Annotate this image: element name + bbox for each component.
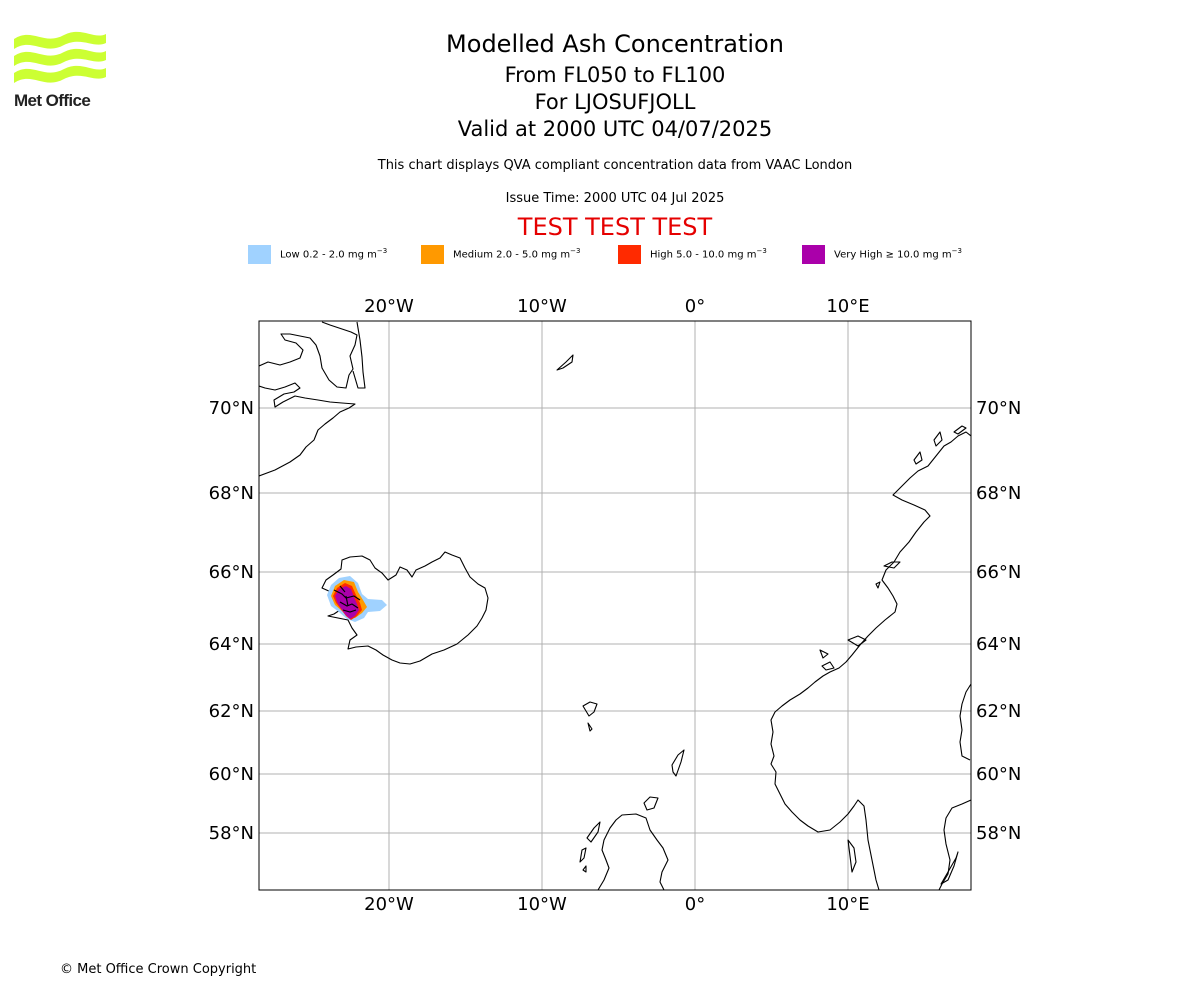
test-banner: TEST TEST TEST [517, 213, 713, 241]
logo-text: Met Office [14, 91, 91, 110]
shetland-coast [671, 749, 685, 777]
legend-item-high: High 5.0 - 10.0 mg m−3 [618, 244, 767, 264]
lat-label-left: 60°N [209, 764, 254, 785]
coastlines [259, 321, 971, 890]
lon-label-bottom: 10°E [826, 894, 869, 915]
lon-label-top: 10°E [826, 296, 869, 317]
chart-subtitle: This chart displays QVA compliant concen… [377, 158, 853, 173]
lat-label-left: 70°N [209, 398, 254, 419]
met-office-waves-icon [14, 31, 106, 83]
norway-east-border [959, 683, 971, 761]
lon-label-bottom: 0° [685, 894, 705, 915]
issue-time: Issue Time: 2000 UTC 04 Jul 2025 [505, 191, 725, 206]
greenland-north-coast [259, 321, 358, 389]
legend-label-medium: Medium 2.0 - 5.0 mg m−3 [453, 247, 581, 261]
map-frame [258, 320, 972, 891]
lat-label-left: 66°N [209, 562, 254, 583]
valid-time: Valid at 2000 UTC 04/07/2025 [457, 117, 773, 141]
lon-label-bottom: 20°W [364, 894, 414, 915]
legend-label-low: Low 0.2 - 2.0 mg m−3 [280, 247, 388, 261]
greenland-coast [259, 382, 356, 477]
lon-label-bottom: 10°W [517, 894, 567, 915]
chart-title: Modelled Ash Concentration [446, 30, 784, 58]
lat-label-left: 58°N [209, 823, 254, 844]
scotland-coast [597, 813, 669, 890]
lat-label-right: 60°N [976, 764, 1021, 785]
flight-levels: From FL050 to FL100 [504, 63, 726, 87]
legend-swatch-very-high [802, 244, 825, 264]
legend-item-medium: Medium 2.0 - 5.0 mg m−3 [421, 244, 580, 264]
lat-label-right: 66°N [976, 562, 1021, 583]
lat-label-right: 70°N [976, 398, 1021, 419]
legend-label-very-high: Very High ≥ 10.0 mg m−3 [834, 247, 962, 261]
norway-fjord-islands [819, 425, 967, 671]
oslofjord [847, 839, 857, 873]
lat-label-left: 64°N [209, 634, 254, 655]
norway-coast [770, 431, 971, 890]
iceland-west-fjords [333, 585, 361, 613]
greenland-inlet [352, 321, 366, 389]
legend-label-high: High 5.0 - 10.0 mg m−3 [650, 247, 767, 261]
copyright-notice: © Met Office Crown Copyright [60, 962, 257, 977]
sweden-lake [940, 851, 959, 885]
lat-label-left: 68°N [209, 483, 254, 504]
lat-label-right: 58°N [976, 823, 1021, 844]
legend-swatch-high [618, 244, 641, 264]
legend-item-low: Low 0.2 - 2.0 mg m−3 [248, 244, 387, 264]
hebrides-coast [579, 821, 601, 873]
orkney-coast [643, 796, 659, 811]
lat-label-left: 62°N [209, 701, 254, 722]
axis-labels: 20°W 10°W 0° 10°E 20°W 10°W 0° 10°E 70°N… [209, 296, 1022, 915]
lon-label-top: 20°W [364, 296, 414, 317]
jan-mayen-coast [556, 354, 574, 371]
legend-swatch-medium [421, 244, 444, 264]
lon-label-top: 0° [685, 296, 705, 317]
legend-item-very-high: Very High ≥ 10.0 mg m−3 [802, 244, 962, 264]
legend-swatch-low [248, 244, 271, 264]
volcano-location: For LJOSUFJOLL [534, 90, 696, 114]
ash-cloud [327, 576, 387, 622]
met-office-logo: Met Office [14, 30, 109, 112]
lat-label-right: 68°N [976, 483, 1021, 504]
gridlines [259, 321, 971, 890]
lon-label-top: 10°W [517, 296, 567, 317]
sweden-coast [938, 799, 971, 890]
lat-label-right: 64°N [976, 634, 1021, 655]
lat-label-right: 62°N [976, 701, 1021, 722]
faroe-islands-coast [582, 701, 598, 732]
